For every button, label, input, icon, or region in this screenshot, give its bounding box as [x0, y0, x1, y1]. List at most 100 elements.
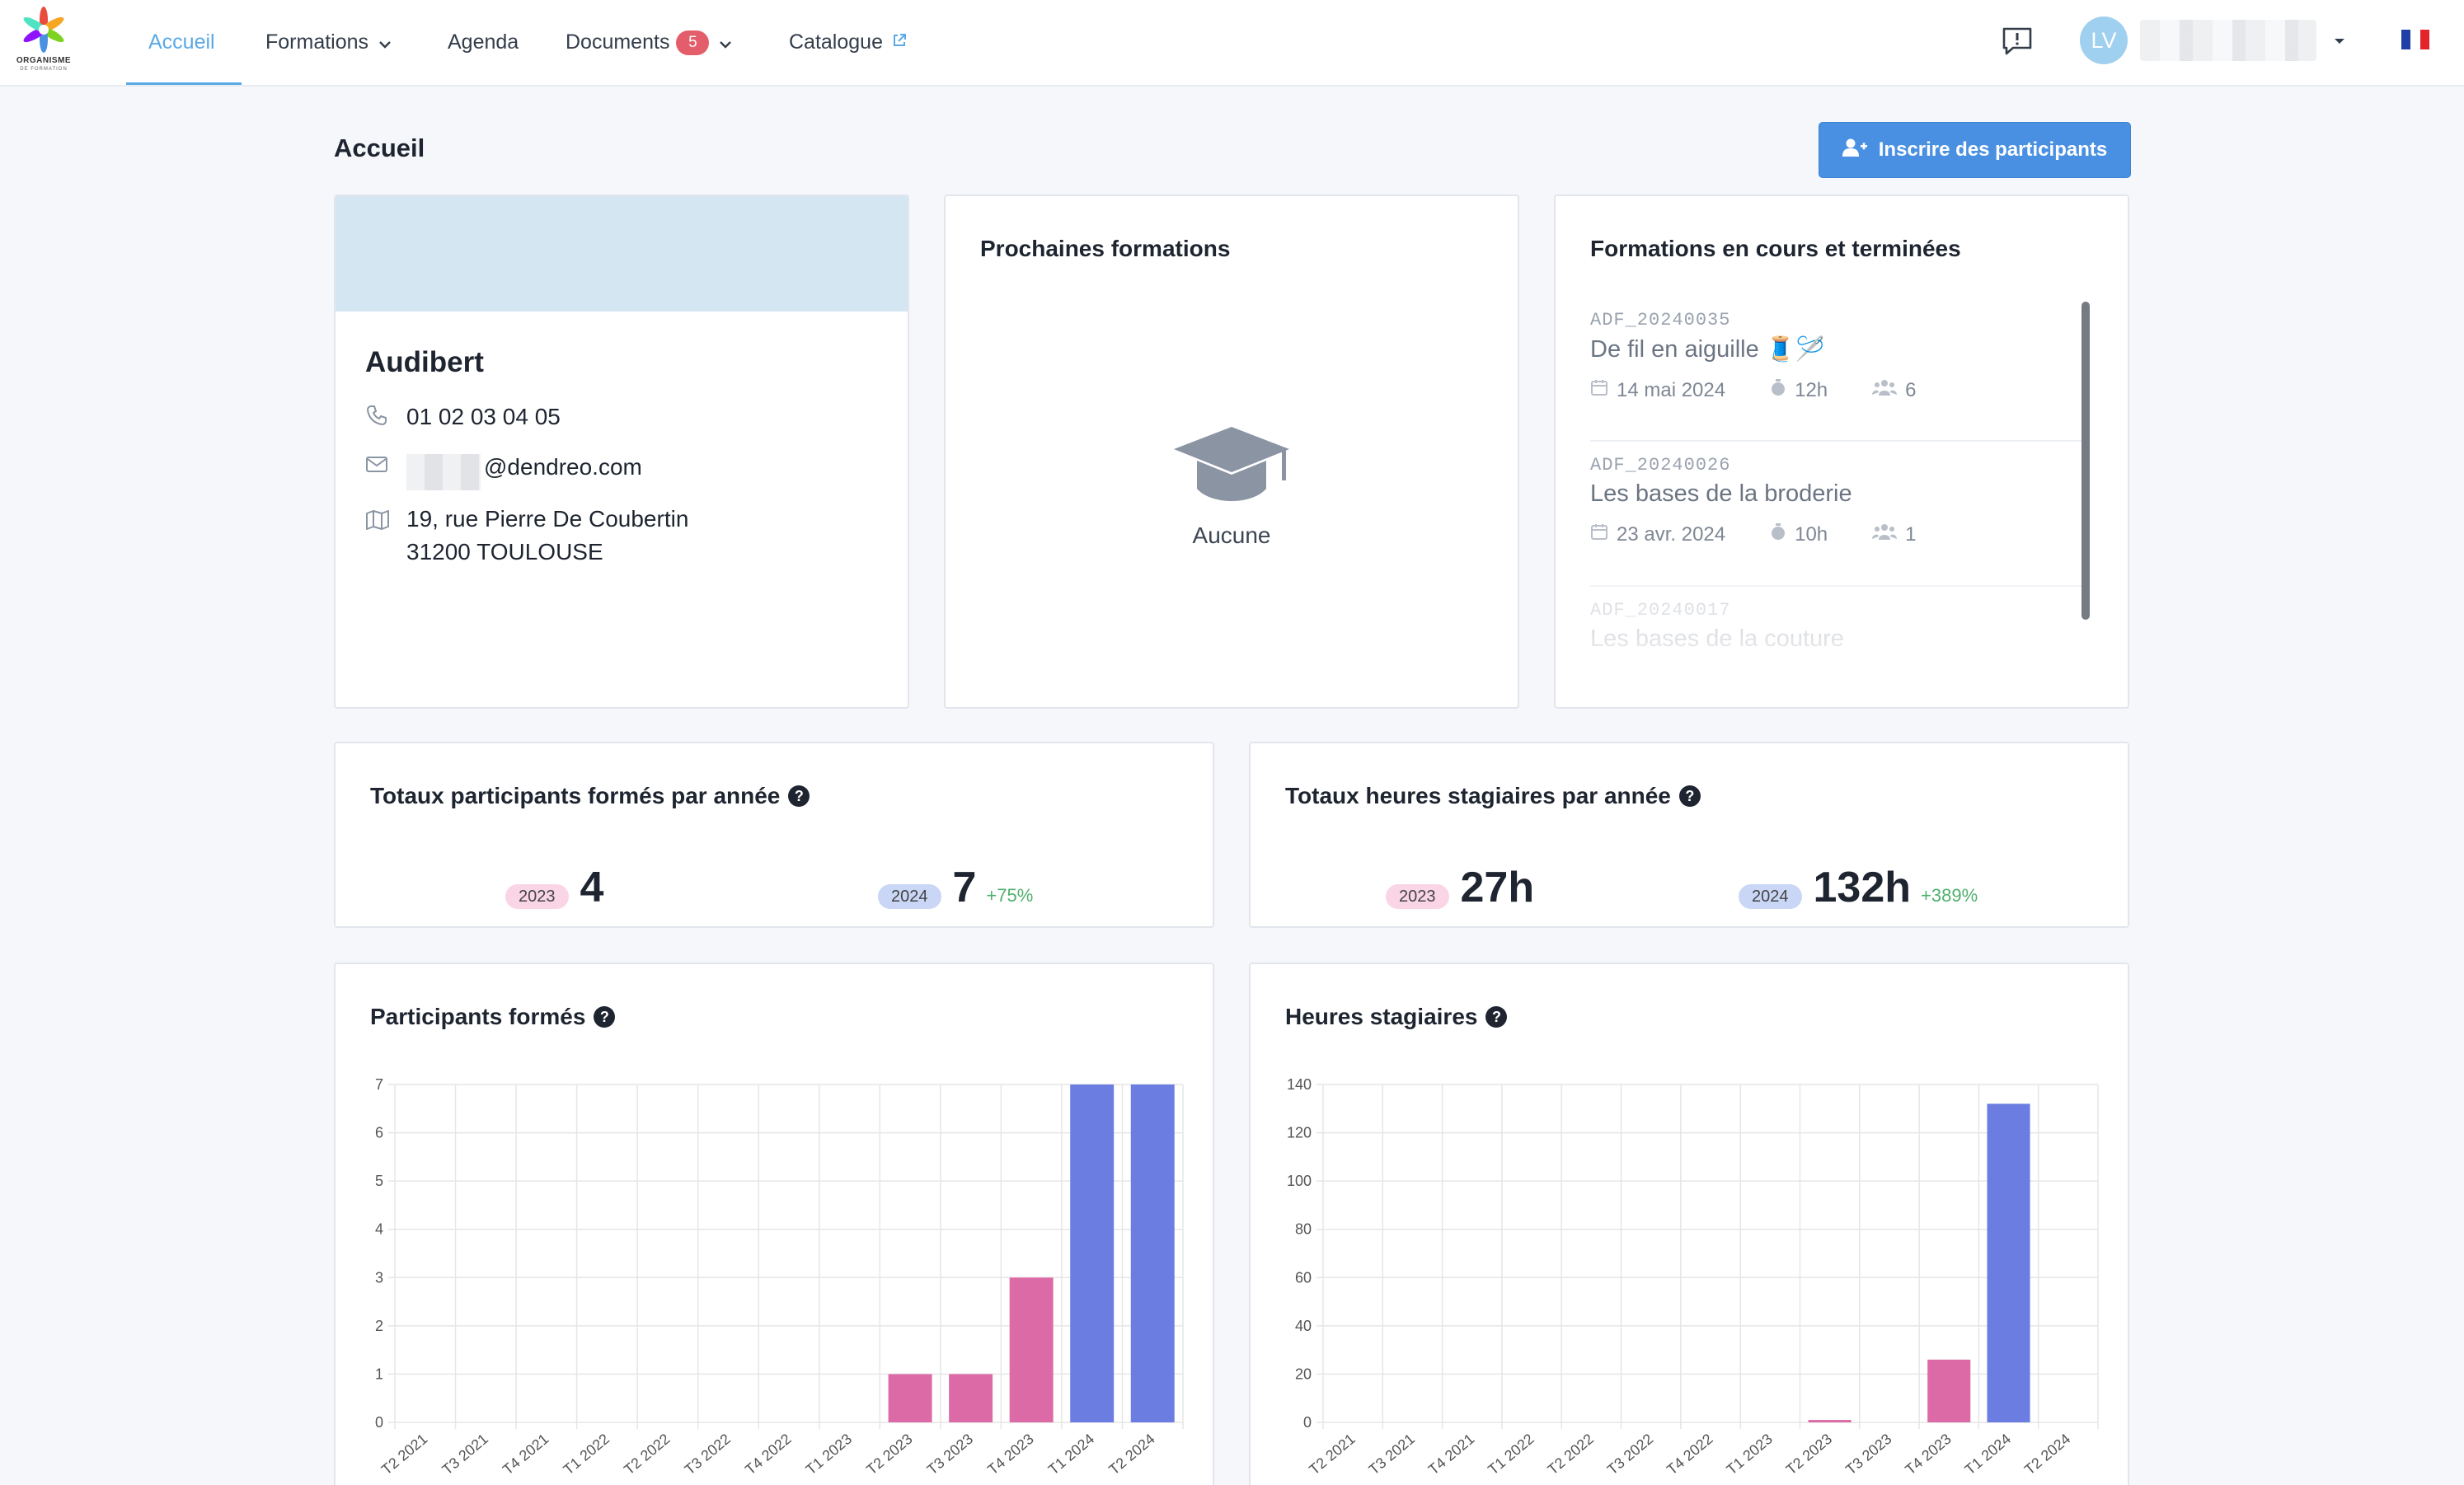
company-email-domain[interactable]: @dendreo.com — [484, 454, 642, 480]
x-tick-label: T4 2021 — [500, 1431, 551, 1478]
y-tick-label: 5 — [375, 1173, 383, 1189]
y-tick-label: 6 — [375, 1125, 383, 1141]
training-date: 23 avr. 2024 — [1617, 522, 1726, 546]
trainings-list[interactable]: ADF_20240035 De fil en aiguille 🧵🪡 14 ma… — [1590, 302, 2101, 664]
year-badge-2023: 2023 — [505, 884, 569, 909]
chart-bar[interactable] — [949, 1374, 993, 1422]
stopwatch-icon — [1770, 522, 1786, 546]
list-item[interactable]: ADF_20240017 Les bases de la couture — [1590, 600, 2085, 653]
company-address-line1: 19, rue Pierre De Coubertin — [406, 506, 689, 532]
nav-catalogue[interactable]: Catalogue — [789, 0, 908, 85]
x-tick-label: T2 2021 — [1306, 1431, 1358, 1478]
chart-bar[interactable] — [888, 1374, 932, 1422]
training-hours: 10h — [1795, 522, 1828, 546]
hours-totals-title: Totaux heures stagiaires par année — [1285, 783, 1671, 808]
company-address-line2: 31200 TOULOUSE — [406, 539, 603, 564]
list-divider — [1590, 585, 2085, 587]
y-tick-label: 140 — [1287, 1076, 1312, 1093]
y-tick-label: 60 — [1295, 1269, 1312, 1286]
hours-chart-card: Heures stagiaires? 0 20 40 60 80 100 120 140 T2 … — [1249, 963, 2129, 1485]
feedback-icon[interactable] — [2002, 26, 2033, 60]
company-phone[interactable]: 01 02 03 04 05 — [406, 404, 561, 429]
user-name-redacted[interactable] — [2140, 20, 2316, 61]
y-tick-label: 1 — [375, 1366, 383, 1382]
help-icon[interactable]: ? — [1678, 785, 1701, 807]
list-scrollbar[interactable] — [2081, 302, 2090, 620]
hours-stat-2024: 2024 132h +389% — [1739, 863, 1978, 912]
calendar-icon — [1590, 378, 1608, 402]
brand-logo[interactable]: ORGANISME DE FORMATION — [15, 5, 73, 76]
list-item[interactable]: ADF_20240035 De fil en aiguille 🧵🪡 14 ma… — [1590, 310, 2085, 402]
x-tick-label: T1 2024 — [1045, 1431, 1097, 1478]
training-name[interactable]: Les bases de la broderie — [1590, 480, 1852, 507]
email-local-redacted — [406, 454, 481, 490]
x-tick-label: T2 2023 — [863, 1431, 915, 1478]
calendar-icon — [1590, 522, 1608, 546]
stopwatch-icon — [1770, 378, 1786, 402]
chart-bar[interactable] — [1808, 1420, 1852, 1422]
help-icon[interactable]: ? — [788, 785, 810, 807]
nav-active-indicator — [126, 82, 242, 85]
x-tick-label: T2 2022 — [1544, 1431, 1596, 1478]
x-tick-label: T4 2023 — [984, 1431, 1036, 1478]
training-meta: 23 avr. 2024 10h 1 — [1590, 522, 2085, 546]
training-name[interactable]: De fil en aiguille 🧵🪡 — [1590, 336, 1826, 363]
chart-bar[interactable] — [1009, 1277, 1054, 1422]
x-tick-label: T1 2023 — [803, 1431, 855, 1478]
nav-agenda[interactable]: Agenda — [448, 0, 519, 85]
trainings-list-title: Formations en cours et terminées — [1590, 236, 1961, 261]
participants-chart-title: Participants formés — [370, 1004, 586, 1029]
upcoming-trainings-card: Prochaines formations Aucune — [944, 194, 1519, 709]
chart-bar[interactable] — [1130, 1084, 1175, 1422]
y-tick-label: 100 — [1287, 1173, 1312, 1189]
enroll-participants-button[interactable]: Inscrire des participants — [1819, 122, 2131, 178]
caret-down-icon[interactable] — [2333, 35, 2346, 49]
list-item[interactable]: ADF_20240026 Les bases de la broderie 23… — [1590, 455, 2085, 546]
stat-delta: +75% — [986, 885, 1034, 906]
nav-documents-label: Documents — [566, 30, 670, 54]
hours-chart-title-wrap: Heures stagiaires? — [1285, 1004, 1508, 1030]
x-tick-label: T4 2021 — [1425, 1431, 1477, 1478]
trainings-list-card: Formations en cours et terminées ADF_202… — [1554, 194, 2129, 709]
x-tick-label: T4 2022 — [1664, 1431, 1715, 1478]
user-avatar[interactable]: LV — [2080, 16, 2128, 64]
help-icon[interactable]: ? — [594, 1006, 616, 1028]
x-tick-label: T2 2023 — [1783, 1431, 1835, 1478]
brand-logo-subtext: DE FORMATION — [20, 67, 68, 72]
nav-trainings[interactable]: Formations — [265, 0, 392, 85]
y-tick-label: 4 — [375, 1221, 383, 1238]
chart-bar[interactable] — [1987, 1103, 2030, 1422]
x-tick-label: T3 2022 — [682, 1431, 734, 1478]
french-flag-icon[interactable] — [2401, 30, 2429, 49]
chart-bar[interactable] — [1927, 1359, 1971, 1422]
phone-icon — [365, 404, 406, 427]
nav-home[interactable]: Accueil — [148, 0, 215, 85]
map-icon — [365, 506, 406, 531]
nav-agenda-label: Agenda — [448, 30, 519, 54]
company-name: Audibert — [365, 346, 484, 378]
help-icon[interactable]: ? — [1485, 1006, 1508, 1028]
x-tick-label: T4 2022 — [742, 1431, 794, 1478]
documents-count-badge: 5 — [676, 30, 710, 55]
stat-value: 27h — [1460, 864, 1535, 911]
stat-value: 132h — [1813, 864, 1912, 911]
external-link-icon — [891, 30, 908, 54]
hours-stat-2023: 2023 27h — [1386, 863, 1534, 912]
y-tick-label: 80 — [1295, 1221, 1312, 1238]
x-tick-label: T2 2024 — [2021, 1431, 2073, 1478]
company-address: 19, rue Pierre De Coubertin 31200 TOULOU… — [406, 506, 688, 565]
x-tick-label: T3 2023 — [1842, 1431, 1894, 1478]
year-badge-2023: 2023 — [1386, 884, 1449, 909]
brand-logo-text: ORGANISME — [16, 56, 72, 65]
users-icon — [1872, 378, 1898, 402]
training-hours: 12h — [1795, 378, 1828, 401]
y-tick-label: 40 — [1295, 1318, 1312, 1334]
training-name[interactable]: Les bases de la couture — [1590, 625, 1844, 652]
participants-totals-card: Totaux participants formés par année? 20… — [334, 742, 1214, 928]
upcoming-empty-label: Aucune — [1192, 522, 1271, 548]
nav-documents[interactable]: Documents 5 — [566, 0, 732, 85]
hours-totals-title-wrap: Totaux heures stagiaires par année? — [1285, 783, 1701, 809]
x-tick-label: T1 2023 — [1723, 1431, 1775, 1478]
chart-bar[interactable] — [1070, 1084, 1115, 1422]
year-badge-2024: 2024 — [878, 884, 941, 909]
